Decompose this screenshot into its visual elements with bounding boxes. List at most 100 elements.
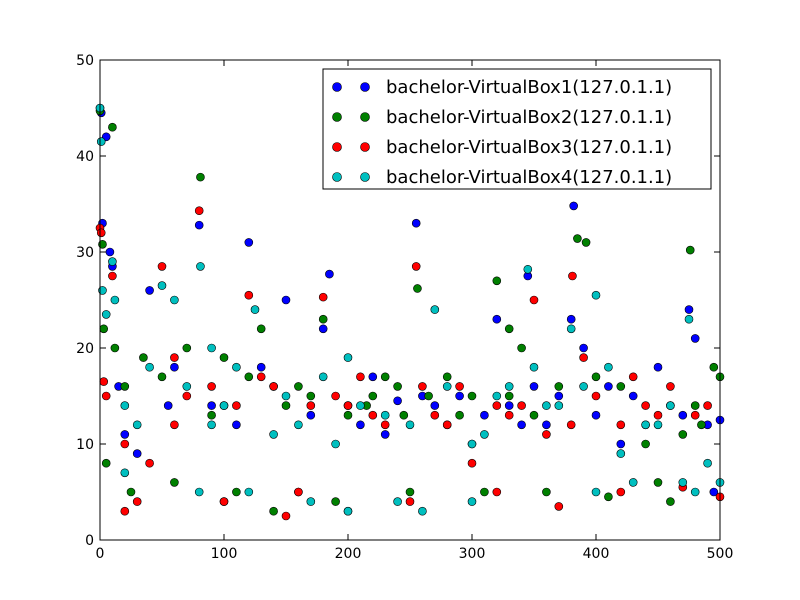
data-point xyxy=(194,220,204,230)
data-point xyxy=(405,497,415,506)
data-point xyxy=(182,382,192,391)
data-point xyxy=(163,401,173,410)
data-point xyxy=(281,511,291,521)
data-point xyxy=(581,238,591,247)
data-point xyxy=(697,420,706,430)
data-point xyxy=(455,382,464,391)
data-point xyxy=(684,305,694,314)
data-point xyxy=(219,401,229,410)
data-point xyxy=(616,382,626,391)
data-point xyxy=(380,372,390,382)
data-point xyxy=(492,391,502,401)
data-point xyxy=(709,487,719,497)
data-point xyxy=(256,362,266,372)
data-point xyxy=(269,506,278,516)
data-point xyxy=(207,343,216,353)
y-tick-label: 10 xyxy=(76,437,94,453)
y-tick-label: 30 xyxy=(76,245,94,261)
data-point xyxy=(145,362,154,372)
x-tick-label: 400 xyxy=(583,546,610,562)
data-point xyxy=(294,487,303,497)
plot-frame xyxy=(99,59,721,541)
data-point xyxy=(604,362,613,372)
data-point xyxy=(703,458,712,468)
data-point xyxy=(442,372,452,382)
data-point xyxy=(244,238,254,247)
data-point xyxy=(182,343,192,353)
data-point xyxy=(170,353,179,362)
legend: bachelor-VirtualBox1(127.0.1.1) bachelor-… xyxy=(322,68,712,190)
data-point xyxy=(256,372,266,382)
legend-label: bachelor-VirtualBox3(127.0.1.1) xyxy=(386,137,672,158)
x-tick-label: 100 xyxy=(211,546,238,562)
data-point xyxy=(591,372,601,382)
data-point xyxy=(542,420,551,430)
data-point xyxy=(99,377,109,386)
data-point xyxy=(566,314,576,324)
data-point xyxy=(405,487,415,497)
data-point xyxy=(690,401,700,410)
points-layer xyxy=(95,103,725,521)
legend-entry: bachelor-VirtualBox1(127.0.1.1) xyxy=(332,77,672,98)
data-point xyxy=(294,382,303,391)
data-point xyxy=(480,410,489,420)
data-point xyxy=(566,420,576,430)
legend-entry: bachelor-VirtualBox3(127.0.1.1) xyxy=(332,137,672,158)
data-point xyxy=(542,487,551,497)
data-point xyxy=(467,391,477,401)
data-point xyxy=(616,487,626,497)
series-4 xyxy=(95,103,725,516)
data-point xyxy=(591,290,601,300)
data-point xyxy=(411,218,421,228)
data-point xyxy=(641,401,650,410)
data-point xyxy=(554,382,564,391)
data-point xyxy=(504,391,514,401)
data-point xyxy=(492,314,502,324)
data-point xyxy=(318,292,328,302)
data-point xyxy=(492,487,502,497)
data-point xyxy=(579,382,588,391)
data-point xyxy=(542,430,551,439)
data-point xyxy=(120,506,130,516)
data-point xyxy=(517,343,526,353)
data-point xyxy=(281,401,291,410)
y-tick-label: 40 xyxy=(76,149,94,165)
data-point xyxy=(653,362,663,372)
data-point xyxy=(120,401,130,410)
data-point xyxy=(194,206,204,216)
data-point xyxy=(343,410,353,420)
y-tick-label: 20 xyxy=(76,341,94,357)
data-point xyxy=(157,262,167,271)
data-point xyxy=(108,257,117,266)
data-point xyxy=(325,269,334,279)
data-point xyxy=(368,410,378,420)
data-point xyxy=(132,497,142,506)
data-point xyxy=(331,497,340,506)
data-point xyxy=(368,391,378,401)
data-point xyxy=(430,305,440,314)
ticks-layer: 0 100 200 300 400 500 0 10 20 30 40 50 xyxy=(76,53,733,562)
data-point xyxy=(343,401,353,410)
data-point xyxy=(690,487,700,497)
data-point xyxy=(573,234,582,243)
legend-marker xyxy=(360,82,370,92)
data-point xyxy=(207,382,216,391)
data-point xyxy=(709,362,719,372)
legend-box xyxy=(322,68,712,190)
data-point xyxy=(101,391,111,401)
legend-marker xyxy=(332,82,342,92)
legend-label: bachelor-VirtualBox2(127.0.1.1) xyxy=(386,107,672,128)
data-point xyxy=(393,497,402,506)
legend-marker xyxy=(332,172,342,182)
data-point xyxy=(120,382,130,391)
data-point xyxy=(120,439,130,449)
data-point xyxy=(196,262,205,271)
legend-entry: bachelor-VirtualBox4(127.0.1.1) xyxy=(332,167,672,188)
data-point xyxy=(685,245,695,255)
legend-marker xyxy=(332,112,342,122)
data-point xyxy=(380,430,390,439)
data-point xyxy=(666,497,675,506)
data-point xyxy=(244,487,254,497)
data-point xyxy=(480,430,489,439)
data-point xyxy=(455,410,464,420)
